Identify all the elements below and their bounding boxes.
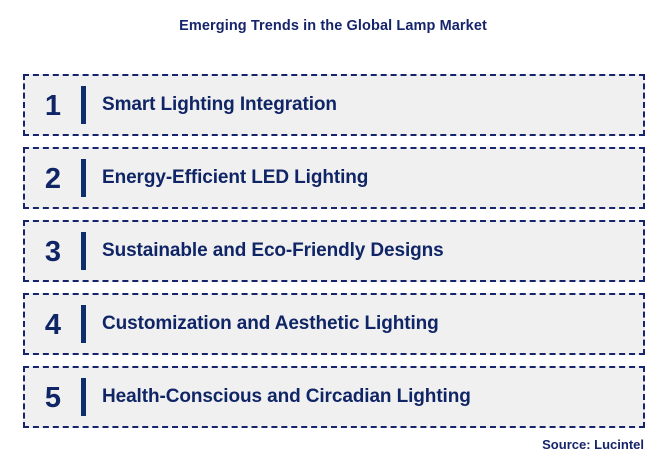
source-attribution: Source: Lucintel bbox=[542, 437, 644, 452]
trend-number: 4 bbox=[44, 308, 62, 341]
trend-list: 1 Smart Lighting Integration 2 Energy-Ef… bbox=[23, 74, 645, 428]
vertical-divider-icon bbox=[81, 305, 86, 343]
trend-number: 5 bbox=[44, 381, 62, 414]
vertical-divider-icon bbox=[81, 378, 86, 416]
trend-number: 2 bbox=[44, 162, 62, 195]
trend-number: 1 bbox=[44, 89, 62, 122]
vertical-divider-icon bbox=[81, 232, 86, 270]
trend-label: Health-Conscious and Circadian Lighting bbox=[102, 386, 471, 407]
trend-item-3[interactable]: 3 Sustainable and Eco-Friendly Designs bbox=[23, 220, 645, 282]
trend-item-1[interactable]: 1 Smart Lighting Integration bbox=[23, 74, 645, 136]
trend-item-4[interactable]: 4 Customization and Aesthetic Lighting bbox=[23, 293, 645, 355]
vertical-divider-icon bbox=[81, 86, 86, 124]
vertical-divider-icon bbox=[81, 159, 86, 197]
trend-label: Smart Lighting Integration bbox=[102, 94, 337, 115]
trend-number: 3 bbox=[44, 235, 62, 268]
trend-item-2[interactable]: 2 Energy-Efficient LED Lighting bbox=[23, 147, 645, 209]
trend-label: Energy-Efficient LED Lighting bbox=[102, 167, 369, 188]
page-title: Emerging Trends in the Global Lamp Marke… bbox=[179, 18, 487, 34]
trend-item-5[interactable]: 5 Health-Conscious and Circadian Lightin… bbox=[23, 366, 645, 428]
trend-label: Sustainable and Eco-Friendly Designs bbox=[102, 240, 444, 261]
trend-label: Customization and Aesthetic Lighting bbox=[102, 313, 439, 334]
